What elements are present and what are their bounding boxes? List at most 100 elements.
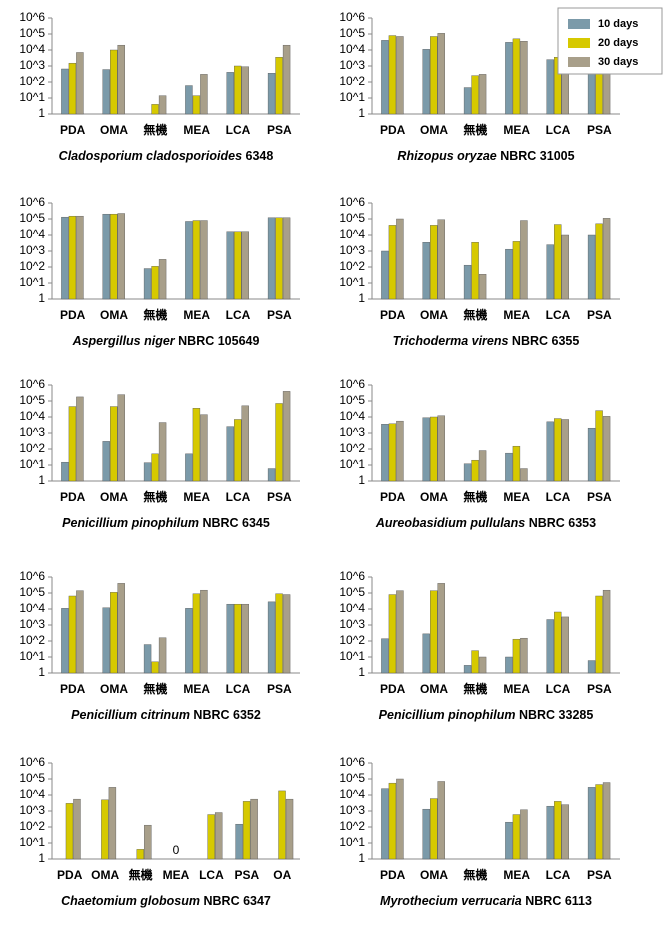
bar [241,66,249,115]
x-tick-label: 無機 [143,681,167,696]
bar [102,69,110,115]
x-tick-label: 無機 [463,489,487,504]
bar [546,59,554,115]
y-tick-label: 10^4 [339,409,365,423]
bar [102,607,110,674]
bar [267,217,276,300]
bar [463,264,472,300]
bar [595,223,603,300]
x-tick-label: MEA [503,868,530,882]
x-tick-label: LCA [546,490,571,504]
bar [226,426,234,482]
y-tick-label: 1 [358,106,365,120]
bar [437,415,445,482]
bar [234,231,242,300]
bar [463,87,472,115]
bar [396,218,404,300]
y-tick-label: 10^2 [339,74,365,88]
y-tick-label: 1 [38,665,45,679]
bar [388,35,397,115]
bar [471,650,479,674]
y-tick-label: 10^6 [339,569,365,583]
x-tick-label: MEA [503,682,530,696]
y-tick-label: 10^1 [339,457,365,471]
x-tick-label: 無機 [129,867,153,882]
y-tick-label: 10^4 [339,42,365,56]
x-tick-label: OMA [91,868,119,882]
y-tick-label: 10^1 [19,90,45,104]
y-tick-label: 10^6 [339,755,365,769]
y-tick-label: 10^1 [339,649,365,663]
bar [158,259,167,300]
y-tick-label: 1 [358,851,365,865]
legend-swatch [568,57,590,67]
y-tick-label: 1 [38,473,45,487]
strain: NBRC 6353 [525,516,596,530]
y-tick-label: 10^5 [19,393,45,407]
x-tick-label: LCA [546,123,571,137]
bar [235,823,243,860]
bar [61,461,69,482]
y-tick-label: 1 [358,473,365,487]
x-tick-label: LCA [226,682,251,696]
value-label: 0 [173,843,180,857]
bar [430,36,438,115]
bar [430,798,438,860]
bar [546,805,554,860]
y-tick-label: 10^1 [19,835,45,849]
bar [282,594,291,674]
bar [76,52,84,115]
y-tick-label: 1 [38,106,45,120]
x-tick-label: MEA [163,868,190,882]
y-tick-label: 10^6 [339,195,365,209]
y-tick-label: 10^2 [19,441,45,455]
bar [422,633,430,674]
bar [388,782,397,860]
x-tick-label: OMA [100,308,128,322]
x-tick-label: 無機 [463,867,487,882]
bar [110,592,118,674]
caption: Penicillium pinophilum NBRC 6345 [62,516,270,530]
x-tick-label: OMA [100,123,128,137]
y-tick-label: 10^5 [19,26,45,40]
bar [158,637,167,674]
x-tick-label: MEA [183,682,210,696]
x-tick-label: MEA [183,490,210,504]
bar [241,231,249,300]
y-tick-label: 10^6 [339,377,365,391]
bar [275,593,283,674]
bar [110,49,118,115]
y-tick-label: 10^6 [19,10,45,24]
caption: Penicillium pinophilum NBRC 33285 [379,708,594,722]
bar [512,814,521,860]
bar [388,225,397,300]
bar [282,391,291,482]
strain: NBRC 33285 [515,708,593,722]
bar [505,821,513,860]
bar [396,36,404,115]
x-tick-label: 無機 [143,307,167,322]
x-tick-label: PSA [267,490,292,504]
bar [602,416,611,482]
bar [587,660,596,674]
bar [241,603,249,674]
x-tick-label: 無機 [463,122,487,137]
x-tick-label: PSA [267,682,292,696]
bar [505,42,513,115]
bar [478,450,487,482]
strain: NBRC 6345 [199,516,270,530]
bar [463,463,472,482]
bar [192,408,201,482]
x-tick-label: PDA [380,123,406,137]
bar [76,590,84,674]
y-tick-label: 10^1 [339,275,365,289]
bar [561,234,569,300]
legend-label: 10 days [598,18,638,30]
bar [185,221,193,300]
bar [587,427,596,482]
y-tick-label: 10^2 [339,633,365,647]
x-tick-label: 無機 [143,489,167,504]
species: Rhizopus oryzae [397,149,496,163]
caption: Myrothecium verrucaria NBRC 6113 [380,894,592,908]
